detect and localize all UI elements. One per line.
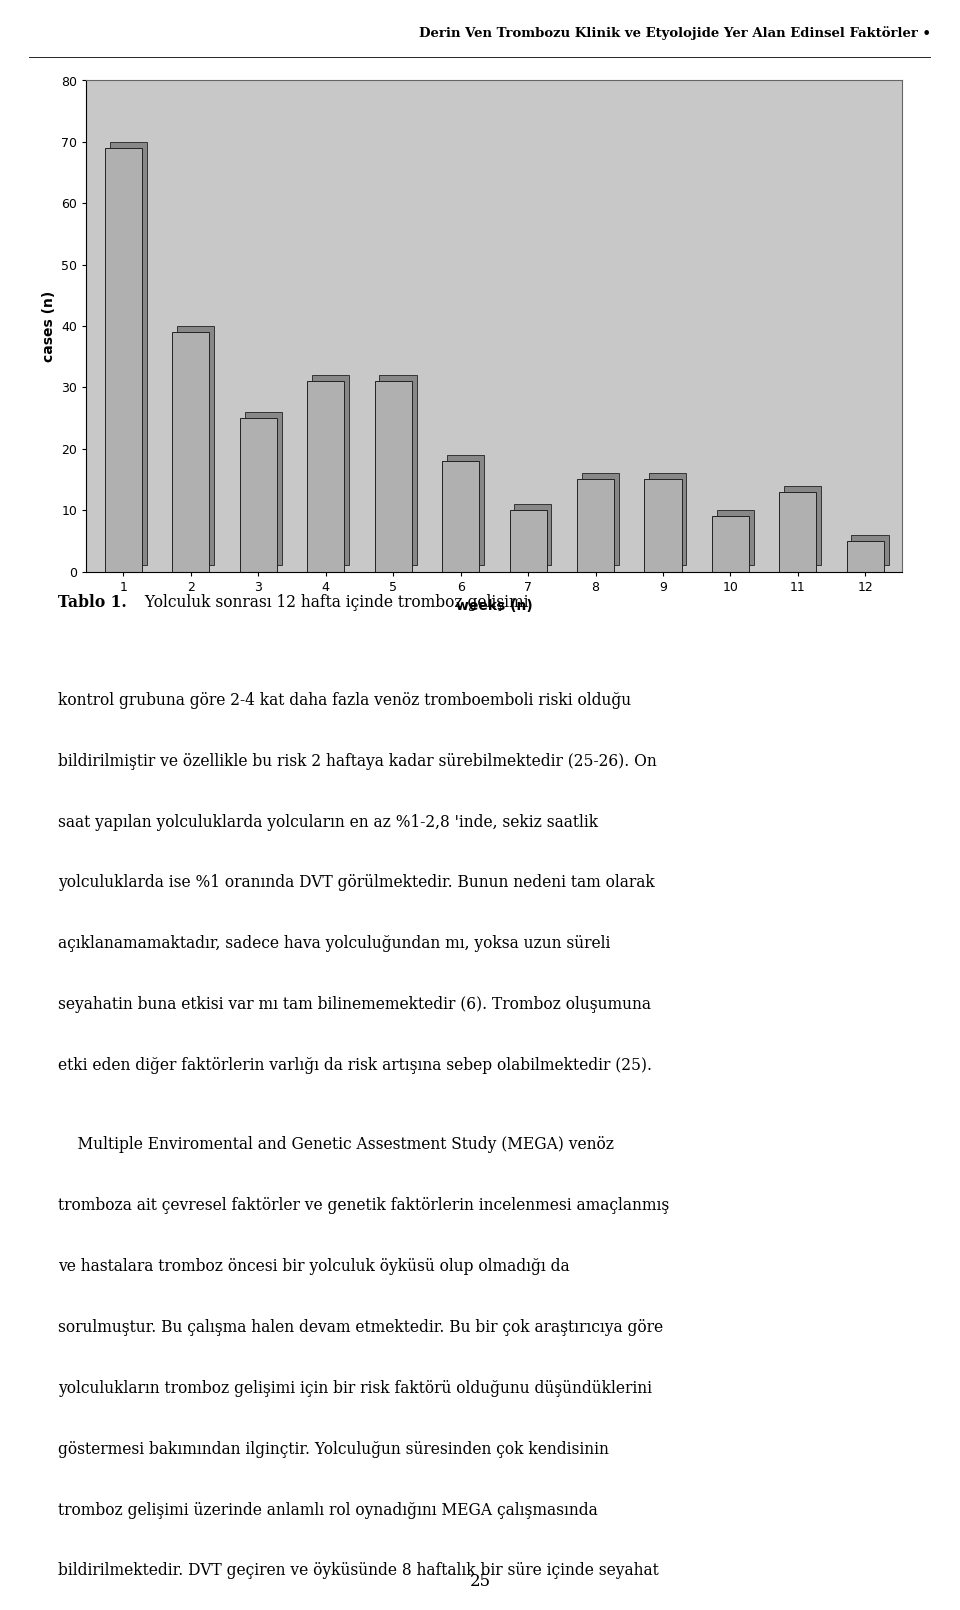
Y-axis label: cases (n): cases (n) bbox=[42, 290, 56, 362]
Text: seyahatin buna etkisi var mı tam bilinememektedir (6). Tromboz oluşumuna: seyahatin buna etkisi var mı tam bilinem… bbox=[58, 997, 651, 1013]
Bar bbox=[312, 375, 349, 565]
Text: etki eden diğer faktörlerin varlığı da risk artışına sebep olabilmektedir (25).: etki eden diğer faktörlerin varlığı da r… bbox=[58, 1058, 652, 1074]
Bar bbox=[177, 325, 214, 565]
Bar bbox=[446, 456, 484, 565]
Text: yolculukların tromboz gelişimi için bir risk faktörü olduğunu düşündüklerini: yolculukların tromboz gelişimi için bir … bbox=[58, 1380, 652, 1397]
Text: tromboz gelişimi üzerinde anlamlı rol oynadığını MEGA çalışmasında: tromboz gelişimi üzerinde anlamlı rol oy… bbox=[58, 1502, 597, 1518]
Bar bbox=[649, 473, 686, 565]
Bar bbox=[716, 510, 754, 565]
Bar bbox=[379, 375, 417, 565]
Bar bbox=[852, 535, 889, 565]
Bar bbox=[847, 541, 884, 572]
Text: Derin Ven Trombozu Klinik ve Etyolojide Yer Alan Edinsel Faktörler •: Derin Ven Trombozu Klinik ve Etyolojide … bbox=[420, 26, 931, 40]
Text: göstermesi bakımından ilginçtir. Yolculuğun süresinden çok kendisinin: göstermesi bakımından ilginçtir. Yolculu… bbox=[58, 1441, 609, 1457]
Text: açıklanamamaktadır, sadece hava yolculuğundan mı, yoksa uzun süreli: açıklanamamaktadır, sadece hava yolculuğ… bbox=[58, 935, 610, 953]
Text: Yolculuk sonrası 12 hafta içinde tromboz gelişimi: Yolculuk sonrası 12 hafta içinde tromboz… bbox=[140, 594, 529, 612]
Text: sorulmuştur. Bu çalışma halen devam etmektedir. Bu bir çok araştırıcıya göre: sorulmuştur. Bu çalışma halen devam etme… bbox=[58, 1319, 662, 1336]
Bar bbox=[510, 510, 546, 572]
Bar bbox=[443, 460, 479, 572]
Bar bbox=[712, 517, 749, 572]
Bar bbox=[515, 504, 551, 565]
Bar bbox=[105, 148, 142, 572]
Text: ve hastalara tromboz öncesi bir yolculuk öyküsü olup olmadığı da: ve hastalara tromboz öncesi bir yolculuk… bbox=[58, 1257, 569, 1275]
X-axis label: weeks (n): weeks (n) bbox=[456, 599, 533, 613]
Text: yolculuklarda ise %1 oranında DVT görülmektedir. Bunun nedeni tam olarak: yolculuklarda ise %1 oranında DVT görülm… bbox=[58, 874, 655, 892]
Text: bildirilmektedir. DVT geçiren ve öyküsünde 8 haftalık bir süre içinde seyahat: bildirilmektedir. DVT geçiren ve öyküsün… bbox=[58, 1562, 659, 1579]
Text: 25: 25 bbox=[469, 1573, 491, 1591]
Bar bbox=[109, 142, 147, 565]
Bar bbox=[245, 412, 281, 565]
Bar bbox=[307, 382, 345, 572]
Text: bildirilmiştir ve özellikle bu risk 2 haftaya kadar sürebilmektedir (25-26). On: bildirilmiştir ve özellikle bu risk 2 ha… bbox=[58, 752, 657, 770]
Bar bbox=[780, 491, 816, 572]
Bar bbox=[644, 480, 682, 572]
Text: saat yapılan yolculuklarda yolcuların en az %1-2,8 'inde, sekiz saatlik: saat yapılan yolculuklarda yolcuların en… bbox=[58, 813, 598, 831]
Text: Multiple Enviromental and Genetic Assestment Study (MEGA) venöz: Multiple Enviromental and Genetic Assest… bbox=[58, 1137, 613, 1153]
Bar bbox=[784, 486, 821, 565]
Bar bbox=[240, 419, 276, 572]
Bar bbox=[582, 473, 619, 565]
Bar bbox=[577, 480, 614, 572]
Text: kontrol grubuna göre 2-4 kat daha fazla venöz tromboemboli riski olduğu: kontrol grubuna göre 2-4 kat daha fazla … bbox=[58, 692, 631, 708]
Text: tromboza ait çevresel faktörler ve genetik faktörlerin incelenmesi amaçlanmış: tromboza ait çevresel faktörler ve genet… bbox=[58, 1198, 669, 1214]
Text: Tablo 1.: Tablo 1. bbox=[58, 594, 127, 612]
Bar bbox=[173, 332, 209, 572]
Bar bbox=[374, 382, 412, 572]
